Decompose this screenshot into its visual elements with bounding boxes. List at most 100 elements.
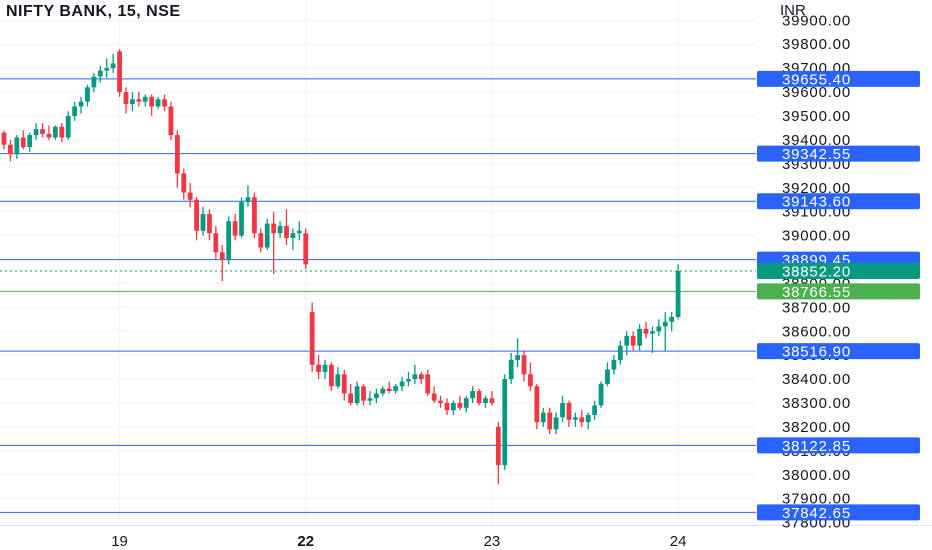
y-tick-label: 38700.00 (782, 299, 851, 316)
candle-body-down (46, 133, 52, 138)
candle-body-up (367, 398, 373, 401)
level-badge-bg (757, 193, 920, 210)
candle-body-up (354, 386, 360, 404)
candle-body-down (566, 403, 572, 420)
candle-body-up (97, 70, 103, 77)
candle-body-down (59, 126, 65, 138)
candle-body-down (341, 374, 347, 394)
y-tick-label: 37900.00 (782, 491, 851, 508)
candle-body-down (528, 374, 533, 387)
candle-body-up (637, 328, 642, 346)
candle-body-down (40, 129, 45, 134)
candle-body-down (316, 364, 321, 372)
candle-body-down (431, 393, 437, 401)
y-tick-label: 39000.00 (782, 228, 851, 245)
candle-body-up (662, 321, 668, 327)
candle-body-up (605, 369, 610, 384)
candle-body-down (476, 391, 482, 404)
candle-body-down (579, 417, 585, 423)
candle-body-down (303, 233, 309, 265)
candle-body-down (361, 386, 366, 401)
y-tick-label: 38000.00 (782, 467, 851, 484)
candle-body-down (329, 364, 334, 387)
candle-body-up (540, 412, 546, 423)
y-tick-label: 38600.00 (782, 323, 851, 340)
y-tick-label: 39200.00 (782, 180, 851, 197)
candle-body-down (181, 173, 187, 193)
candle-body-up (142, 96, 148, 102)
candle-body-down (444, 403, 450, 411)
candle-body-down (630, 336, 636, 346)
candle-body-down (123, 92, 129, 105)
candle-body-down (149, 96, 155, 107)
candle-body-up (412, 374, 418, 380)
candle-body-down (187, 192, 193, 200)
candle-body-up (296, 230, 302, 234)
candle-body-down (534, 386, 540, 423)
candle-body-down (20, 137, 26, 148)
x-tick-label: 23 (484, 533, 501, 550)
candle-body-up (451, 403, 456, 411)
candle-body-up (322, 364, 328, 372)
candle-body-down (547, 412, 553, 430)
candle-body-up (675, 270, 681, 317)
candle-body-down (174, 135, 180, 174)
marker-price-badge-bg (757, 283, 920, 300)
candle-body-up (611, 359, 617, 370)
y-tick-label: 39400.00 (782, 132, 851, 149)
level-badge-label: 39342.55 (782, 146, 851, 163)
currency-label: INR (780, 2, 806, 19)
candle-body-up (335, 374, 341, 387)
candle-body-up (104, 68, 110, 71)
candle-body-up (239, 202, 244, 236)
candle-body-up (85, 87, 90, 102)
candle-body-down (168, 106, 174, 136)
candle-body-up (27, 135, 33, 148)
y-tick-label: 38400.00 (782, 371, 851, 388)
candle-body-up (52, 126, 58, 138)
chart-title: NIFTY BANK, 15, NSE (6, 3, 181, 20)
candle-body-up (656, 326, 662, 332)
level-badge-label: 38122.85 (782, 438, 851, 455)
candle-body-up (14, 137, 20, 155)
candle-body-down (309, 312, 315, 365)
y-tick-label: 39600.00 (782, 84, 851, 101)
candle-body-down (258, 233, 264, 248)
level-badge-label: 37842.65 (782, 505, 851, 522)
candle-body-down (348, 393, 354, 404)
candle-body-down (438, 400, 443, 404)
candle-body-down (521, 355, 527, 375)
candle-body-up (508, 359, 514, 380)
candle-body-up (200, 214, 206, 231)
candle-body-down (1, 132, 7, 145)
level-badge-bg (757, 70, 920, 87)
candle-body-up (110, 63, 116, 69)
level-badge-bg (757, 343, 920, 360)
level-badge-bg (757, 145, 920, 162)
candle-body-down (284, 226, 289, 238)
candle-body-up (380, 388, 386, 394)
candle-body-up (617, 345, 623, 360)
candle-body-up (515, 355, 520, 360)
candle-body-up (572, 417, 578, 420)
candle-body-down (495, 426, 501, 466)
level-badge-label: 39143.60 (782, 194, 851, 211)
y-tick-label: 39800.00 (782, 36, 851, 53)
level-badge-bg (757, 504, 920, 521)
level-badge-label: 38516.90 (782, 344, 851, 361)
candle-body-up (78, 101, 84, 107)
x-tick-label: 24 (670, 533, 687, 550)
candle-body-down (643, 328, 649, 334)
candle-body-up (226, 221, 232, 260)
y-tick-label: 39500.00 (782, 108, 851, 125)
candle-body-up (598, 383, 604, 406)
candle-body-up (585, 414, 591, 423)
candle-body-up (483, 398, 488, 404)
candle-body-down (425, 374, 431, 394)
x-tick-label: 19 (111, 533, 128, 550)
y-tick-label: 39900.00 (782, 12, 851, 29)
candle-body-up (91, 76, 97, 88)
candle-body-up (399, 381, 405, 387)
